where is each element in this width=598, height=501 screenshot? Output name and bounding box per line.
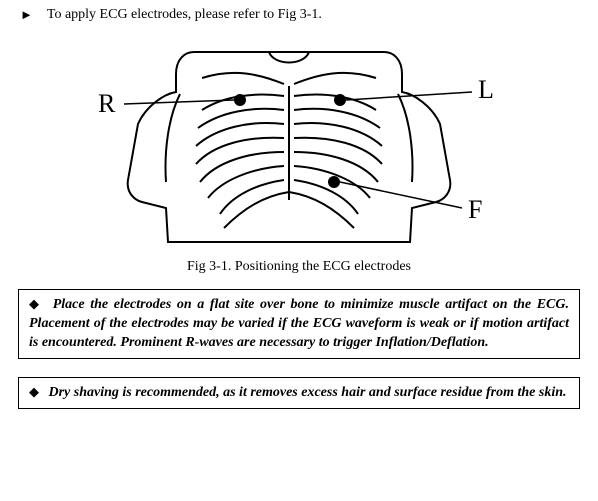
diamond-bullet-icon: ◆ xyxy=(29,384,39,399)
note-text-2: Dry shaving is recommended, as it remove… xyxy=(45,385,567,400)
diamond-bullet-icon: ◆ xyxy=(29,296,41,311)
instruction-line: ► To apply ECG electrodes, please refer … xyxy=(20,6,588,24)
instruction-text: To apply ECG electrodes, please refer to… xyxy=(47,6,322,24)
ecg-placement-diagram: R L F xyxy=(84,32,514,247)
figure-caption: Fig 3-1. Positioning the ECG electrodes xyxy=(10,259,588,275)
note-text-1: Place the electrodes on a flat site over… xyxy=(29,297,569,350)
label-r: R xyxy=(98,89,116,118)
document-page: ► To apply ECG electrodes, please refer … xyxy=(0,0,598,501)
note-box-1: ◆ Place the electrodes on a flat site ov… xyxy=(18,289,580,359)
note-box-2: ◆ Dry shaving is recommended, as it remo… xyxy=(18,377,580,409)
label-l: L xyxy=(478,75,494,104)
figure-container: R L F xyxy=(10,32,588,247)
label-f: F xyxy=(468,195,482,224)
triangle-bullet-icon: ► xyxy=(20,6,33,24)
